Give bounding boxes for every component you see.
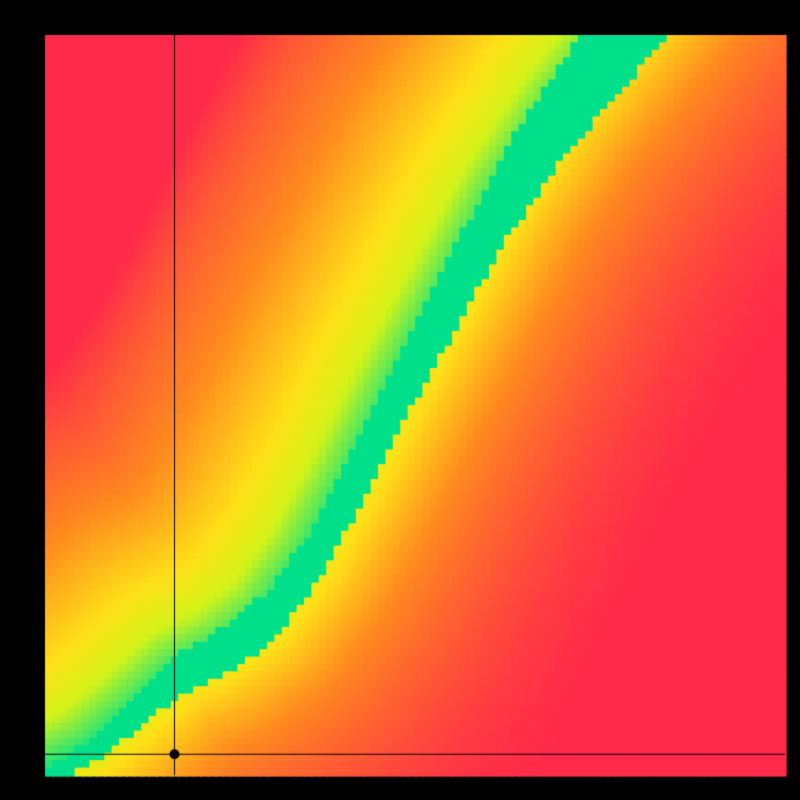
chart-container: TheBottleneck.com	[0, 0, 800, 800]
bottleneck-heatmap	[0, 0, 800, 800]
